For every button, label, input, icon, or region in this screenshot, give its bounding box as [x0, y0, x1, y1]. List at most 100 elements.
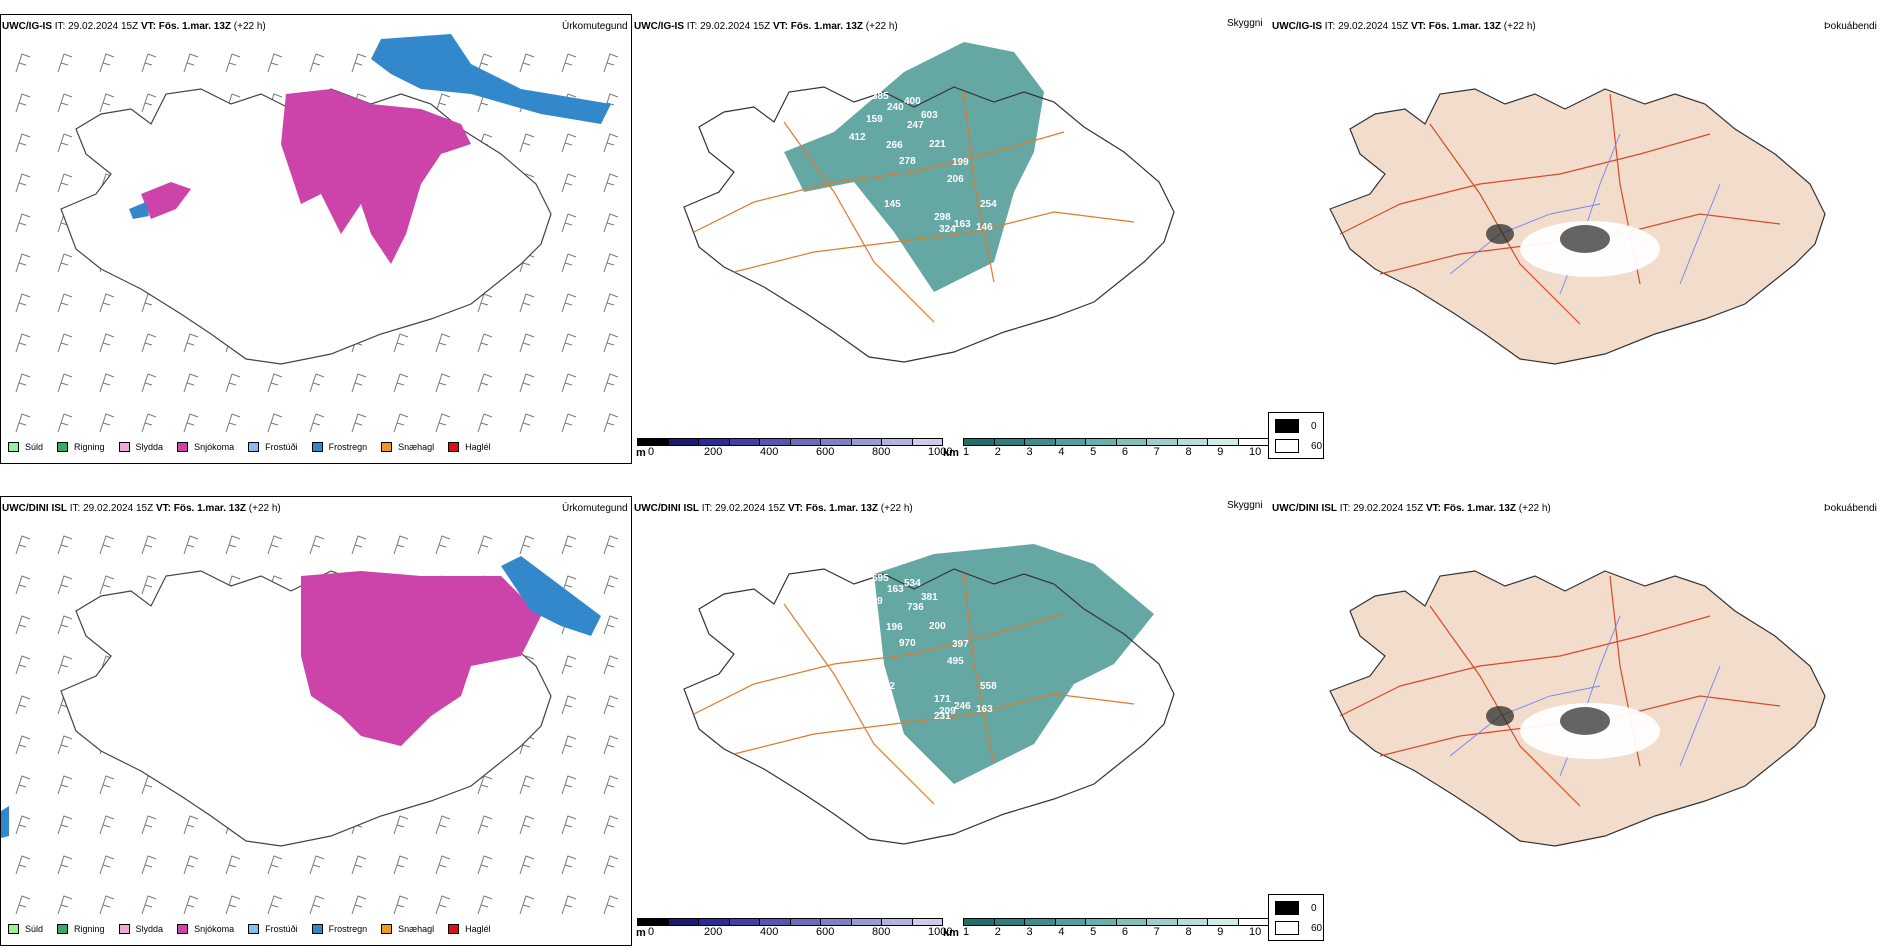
- wind-barb: [99, 895, 115, 915]
- wind-barb: [435, 895, 451, 915]
- colorbar-segment: [638, 439, 669, 445]
- wind-barb: [435, 373, 451, 393]
- freezing-rain-west: [129, 202, 149, 219]
- wind-barb: [267, 895, 283, 915]
- model-name: UWC/IG-IS: [1272, 21, 1322, 32]
- wind-barb: [519, 775, 535, 795]
- wind-barb: [183, 535, 199, 555]
- lead-time: (+22 h): [248, 503, 281, 514]
- wind-barb: [477, 333, 493, 353]
- precip-map: [1, 535, 619, 915]
- wind-barb: [561, 53, 577, 73]
- wind-barb: [435, 815, 451, 835]
- wind-barb: [225, 413, 241, 433]
- init-time: IT: 29.02.2024 15Z: [1339, 503, 1424, 514]
- wind-barb: [477, 53, 493, 73]
- wind-barb: [603, 333, 619, 353]
- wind-barb: [519, 815, 535, 835]
- ceiling-label: 163: [976, 704, 993, 715]
- wind-barb: [57, 775, 73, 795]
- visibility-teal-area: [874, 544, 1154, 784]
- model-name: UWC/DINI ISL: [1272, 503, 1337, 514]
- ceiling-panel-header: UWC/DINI ISL IT: 29.02.2024 15Z VT: Fös.…: [634, 503, 913, 515]
- legend-item: Frostúði: [248, 442, 298, 452]
- wind-barb: [141, 413, 157, 433]
- legend-item: Frostúði: [248, 924, 298, 934]
- wind-barb: [15, 333, 31, 353]
- valid-time: VT: Fös. 1.mar. 13Z: [787, 503, 879, 514]
- wind-barb: [561, 373, 577, 393]
- init-time: IT: 29.02.2024 15Z: [1324, 21, 1409, 32]
- colorbar-segment: [1086, 919, 1117, 925]
- precip-panel-title: Úrkomutegund: [562, 503, 628, 514]
- legend-label: Rigning: [74, 442, 105, 452]
- colorbar-tick: 400: [760, 446, 779, 458]
- legend-swatch: [448, 924, 460, 934]
- fog-legend-swatch: [1275, 921, 1299, 935]
- wind-barb: [141, 855, 157, 875]
- wind-barb: [561, 293, 577, 313]
- ceiling-label: 385: [872, 91, 889, 102]
- precip-legend: Súld Rigning Slydda Snjókoma Frostúði Frostre…: [8, 442, 505, 452]
- ceiling-unit: m: [636, 927, 646, 939]
- wind-barb: [141, 575, 157, 595]
- colorbar-segment: [1208, 919, 1239, 925]
- colorbar-tick: 7: [1153, 926, 1160, 938]
- colorbar-segment: [851, 919, 882, 925]
- colorbar-tick: 200: [704, 446, 723, 458]
- wind-barb: [57, 855, 73, 875]
- wind-barb: [435, 333, 451, 353]
- wind-barb: [561, 895, 577, 915]
- ceiling-colorbar: [637, 438, 943, 446]
- wind-barb: [57, 575, 73, 595]
- model-name: UWC/DINI ISL: [634, 503, 699, 514]
- legend-label: Snjókoma: [194, 442, 235, 452]
- colorbar-tick: 4: [1058, 926, 1065, 938]
- wind-barb: [519, 53, 535, 73]
- wind-barb: [519, 133, 535, 153]
- colorbar-segment: [699, 439, 730, 445]
- wind-barb: [267, 373, 283, 393]
- colorbar-segment: [1147, 919, 1178, 925]
- colorbar-segment: [1238, 919, 1268, 925]
- visibility-unit: km: [943, 927, 959, 939]
- wind-barb: [141, 815, 157, 835]
- fog-legend-row: 60: [1275, 921, 1322, 935]
- fog-legend-row: 60: [1275, 439, 1322, 453]
- ceiling-label: 970: [899, 638, 916, 649]
- wind-barb: [603, 213, 619, 233]
- visibility-colorbar: [963, 918, 1269, 926]
- valid-time: VT: Fös. 1.mar. 13Z: [140, 21, 232, 32]
- freezing-rain-area: [501, 556, 601, 636]
- colorbar-segment: [1025, 439, 1056, 445]
- wind-barb: [15, 53, 31, 73]
- lead-time: (+22 h): [865, 21, 898, 32]
- ceiling-label: 146: [976, 222, 993, 233]
- colorbar-tick: 4: [1058, 446, 1065, 458]
- colorbar-tick: 10: [1249, 446, 1262, 458]
- legend-item: Rigning: [57, 924, 105, 934]
- wind-barb: [519, 535, 535, 555]
- legend-label: Snæhagl: [398, 442, 435, 452]
- wind-barb: [267, 855, 283, 875]
- wind-barb: [15, 615, 31, 635]
- colorbar-segment: [821, 439, 852, 445]
- wind-barb: [15, 213, 31, 233]
- ceiling-label: 247: [907, 120, 924, 131]
- ceiling-label: 240: [887, 102, 904, 113]
- wind-barb: [99, 815, 115, 835]
- colorbar-segment: [1116, 439, 1147, 445]
- wind-barb: [603, 293, 619, 313]
- visibility-colorbar: [963, 438, 1269, 446]
- wind-barb: [603, 253, 619, 273]
- init-time: IT: 29.02.2024 15Z: [686, 21, 771, 32]
- snow-area-west: [141, 182, 191, 219]
- wind-barb: [57, 253, 73, 273]
- colorbar-segment: [668, 919, 699, 925]
- wind-barb: [561, 413, 577, 433]
- colorbar-tick: 3: [1026, 446, 1033, 458]
- colorbar-tick: 600: [816, 926, 835, 938]
- wind-barb: [477, 413, 493, 433]
- legend-label: Slydda: [135, 442, 164, 452]
- wind-barb: [519, 895, 535, 915]
